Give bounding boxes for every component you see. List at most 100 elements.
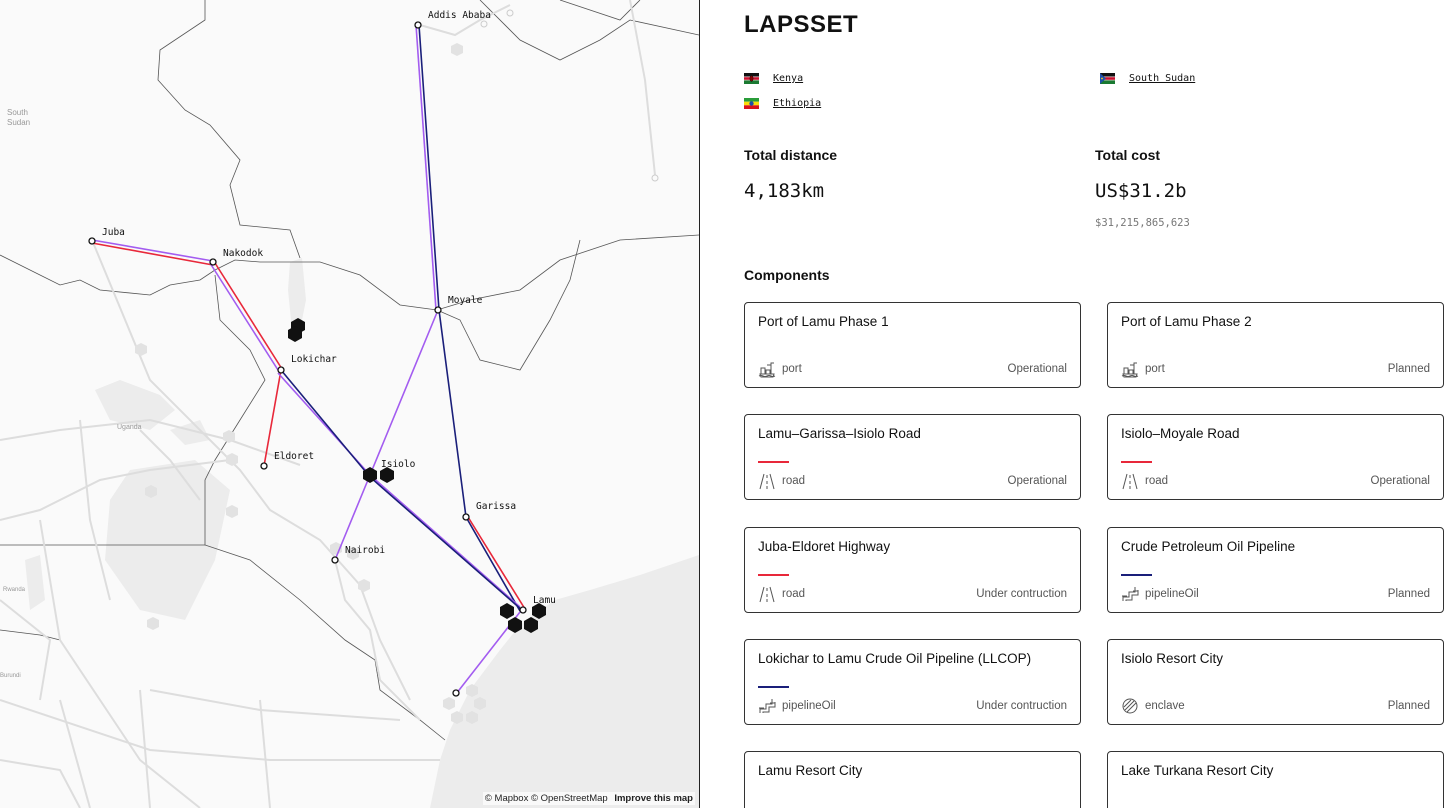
component-status: Planned (1387, 699, 1430, 712)
component-color-line (758, 461, 789, 464)
component-type: pipelineOil (758, 697, 836, 715)
label-rwanda: Rwanda (3, 587, 26, 593)
country-label[interactable]: Ethiopia (773, 98, 822, 109)
country-kenya[interactable]: Kenya (744, 73, 803, 84)
osm-link[interactable]: © OpenStreetMap (530, 793, 608, 804)
map-attribution: © Mapbox © OpenStreetMap Improve this ma… (482, 792, 695, 805)
mapbox-link[interactable]: © Mapbox (484, 793, 529, 804)
country-borders (0, 0, 699, 741)
background-routes (0, 0, 656, 808)
component-color-line (758, 685, 789, 688)
component-type-label: road (782, 587, 806, 600)
label-south-sudan: South Sudan (7, 108, 30, 127)
label-eldoret: Eldoret (274, 451, 314, 462)
city-nodes[interactable] (88, 21, 527, 697)
kenya-flag-icon (744, 73, 759, 84)
pipeline-icon (758, 697, 776, 715)
node-south (452, 689, 460, 697)
component-status: Operational (1007, 475, 1067, 488)
country-south-sudan[interactable]: South Sudan (1100, 73, 1195, 84)
pipeline-lokichar-lamu (280, 369, 524, 612)
country-label[interactable]: Kenya (773, 73, 804, 84)
total-distance-value: 4,183km (744, 180, 825, 202)
country-ethiopia[interactable]: Ethiopia (744, 98, 821, 109)
component-status: Planned (1387, 587, 1430, 600)
ethiopia-flag-icon (744, 98, 759, 109)
label-uganda: Uganda (117, 424, 142, 431)
component-type-label: port (1145, 363, 1165, 375)
component-name: Lake Turkana Resort City (1121, 763, 1274, 779)
component-color-line (1121, 573, 1152, 576)
component-card[interactable]: Isiolo–Moyale Road road Operational (1107, 414, 1444, 501)
component-type: road (758, 585, 805, 603)
component-type-label: road (1145, 475, 1169, 488)
component-card[interactable]: Lamu–Garissa–Isiolo Road road Operational (744, 414, 1081, 501)
component-name: Isiolo Resort City (1121, 650, 1224, 666)
lake-turkana (288, 258, 306, 340)
improve-map-link[interactable]: Improve this map (614, 793, 693, 804)
port-icon (1121, 360, 1139, 378)
component-type-label: pipelineOil (782, 699, 836, 712)
label-nairobi: Nairobi (345, 545, 385, 556)
road-lokichar-eldoret (263, 369, 282, 467)
component-card[interactable]: Port of Lamu Phase 2 port Planned (1107, 302, 1444, 388)
component-type: pipelineOil (1121, 585, 1199, 603)
component-card[interactable]: Lokichar to Lamu Crude Oil Pipeline (LLC… (744, 638, 1081, 725)
components-heading: Components (744, 267, 830, 283)
map-canvas[interactable]: Addis Ababa Juba Nakodok Moyale Lokichar… (0, 0, 699, 808)
node-addis (414, 21, 422, 29)
total-cost-exact: $31,215,865,623 (1095, 217, 1190, 229)
component-name: Lokichar to Lamu Crude Oil Pipeline (LLC… (758, 650, 1032, 666)
road-juba-nakodok (91, 242, 214, 266)
road-icon (758, 472, 776, 490)
node-juba (88, 237, 96, 245)
label-lokichar: Lokichar (291, 354, 337, 365)
panel-divider (699, 0, 700, 808)
component-card[interactable]: Port of Lamu Phase 1 port Operational (744, 302, 1081, 388)
component-type: road (758, 472, 805, 490)
node-garissa (462, 513, 470, 521)
node-lamu (519, 606, 527, 614)
component-type-label: road (782, 475, 806, 488)
railway-lokichar-lamu (277, 372, 521, 608)
label-garissa: Garissa (476, 501, 516, 512)
pipeline-icon (1121, 585, 1139, 603)
component-name: Juba-Eldoret Highway (758, 538, 891, 554)
component-type-label: port (782, 363, 802, 375)
component-type: port (1121, 360, 1165, 378)
component-name: Port of Lamu Phase 2 (1121, 314, 1252, 329)
south-sudan-flag-icon (1100, 73, 1115, 84)
component-card[interactable]: Isiolo Resort City enclave Planned (1107, 638, 1444, 725)
component-color-line (758, 573, 789, 576)
component-card[interactable]: Lake Turkana Resort City (1107, 751, 1444, 808)
railway-nakodok-lokichar (209, 262, 279, 371)
component-card[interactable]: Crude Petroleum Oil Pipeline pipelineOil P… (1107, 526, 1444, 613)
node-nakodok (209, 258, 217, 266)
component-name: Isiolo–Moyale Road (1121, 426, 1240, 442)
total-distance-label: Total distance (744, 147, 838, 163)
enclave-icon (1121, 697, 1139, 715)
label-burundi: Burundi (0, 673, 21, 679)
component-status: Operational (1370, 475, 1430, 488)
lake-kyoga (95, 380, 210, 445)
component-name: Port of Lamu Phase 1 (758, 314, 889, 329)
component-card[interactable]: Juba-Eldoret Highway road Under contructio… (744, 526, 1081, 613)
node-lokichar (277, 366, 285, 374)
lake-victoria (105, 460, 230, 620)
label-juba: Juba (102, 227, 125, 238)
country-label[interactable]: South Sudan (1129, 73, 1196, 84)
railway-juba-nakodok (91, 239, 214, 262)
road-garissa-lamu (467, 516, 526, 610)
component-type-label: pipelineOil (1145, 587, 1199, 600)
railway-addis-moyale (415, 24, 437, 311)
lake-kivu (25, 555, 45, 610)
component-type: road (1121, 472, 1168, 490)
project-hexes[interactable] (288, 318, 546, 633)
map-view[interactable]: Addis Ababa Juba Nakodok Moyale Lokichar… (0, 0, 699, 808)
label-moyale: Moyale (448, 295, 483, 306)
component-card[interactable]: Lamu Resort City (744, 751, 1081, 808)
component-name: Crude Petroleum Oil Pipeline (1121, 538, 1296, 554)
details-panel: LAPSSET Kenya South Sudan Ethiopia Total… (700, 0, 1456, 808)
component-status: Operational (1007, 363, 1067, 375)
pipeline-addis-lamu (418, 24, 521, 612)
